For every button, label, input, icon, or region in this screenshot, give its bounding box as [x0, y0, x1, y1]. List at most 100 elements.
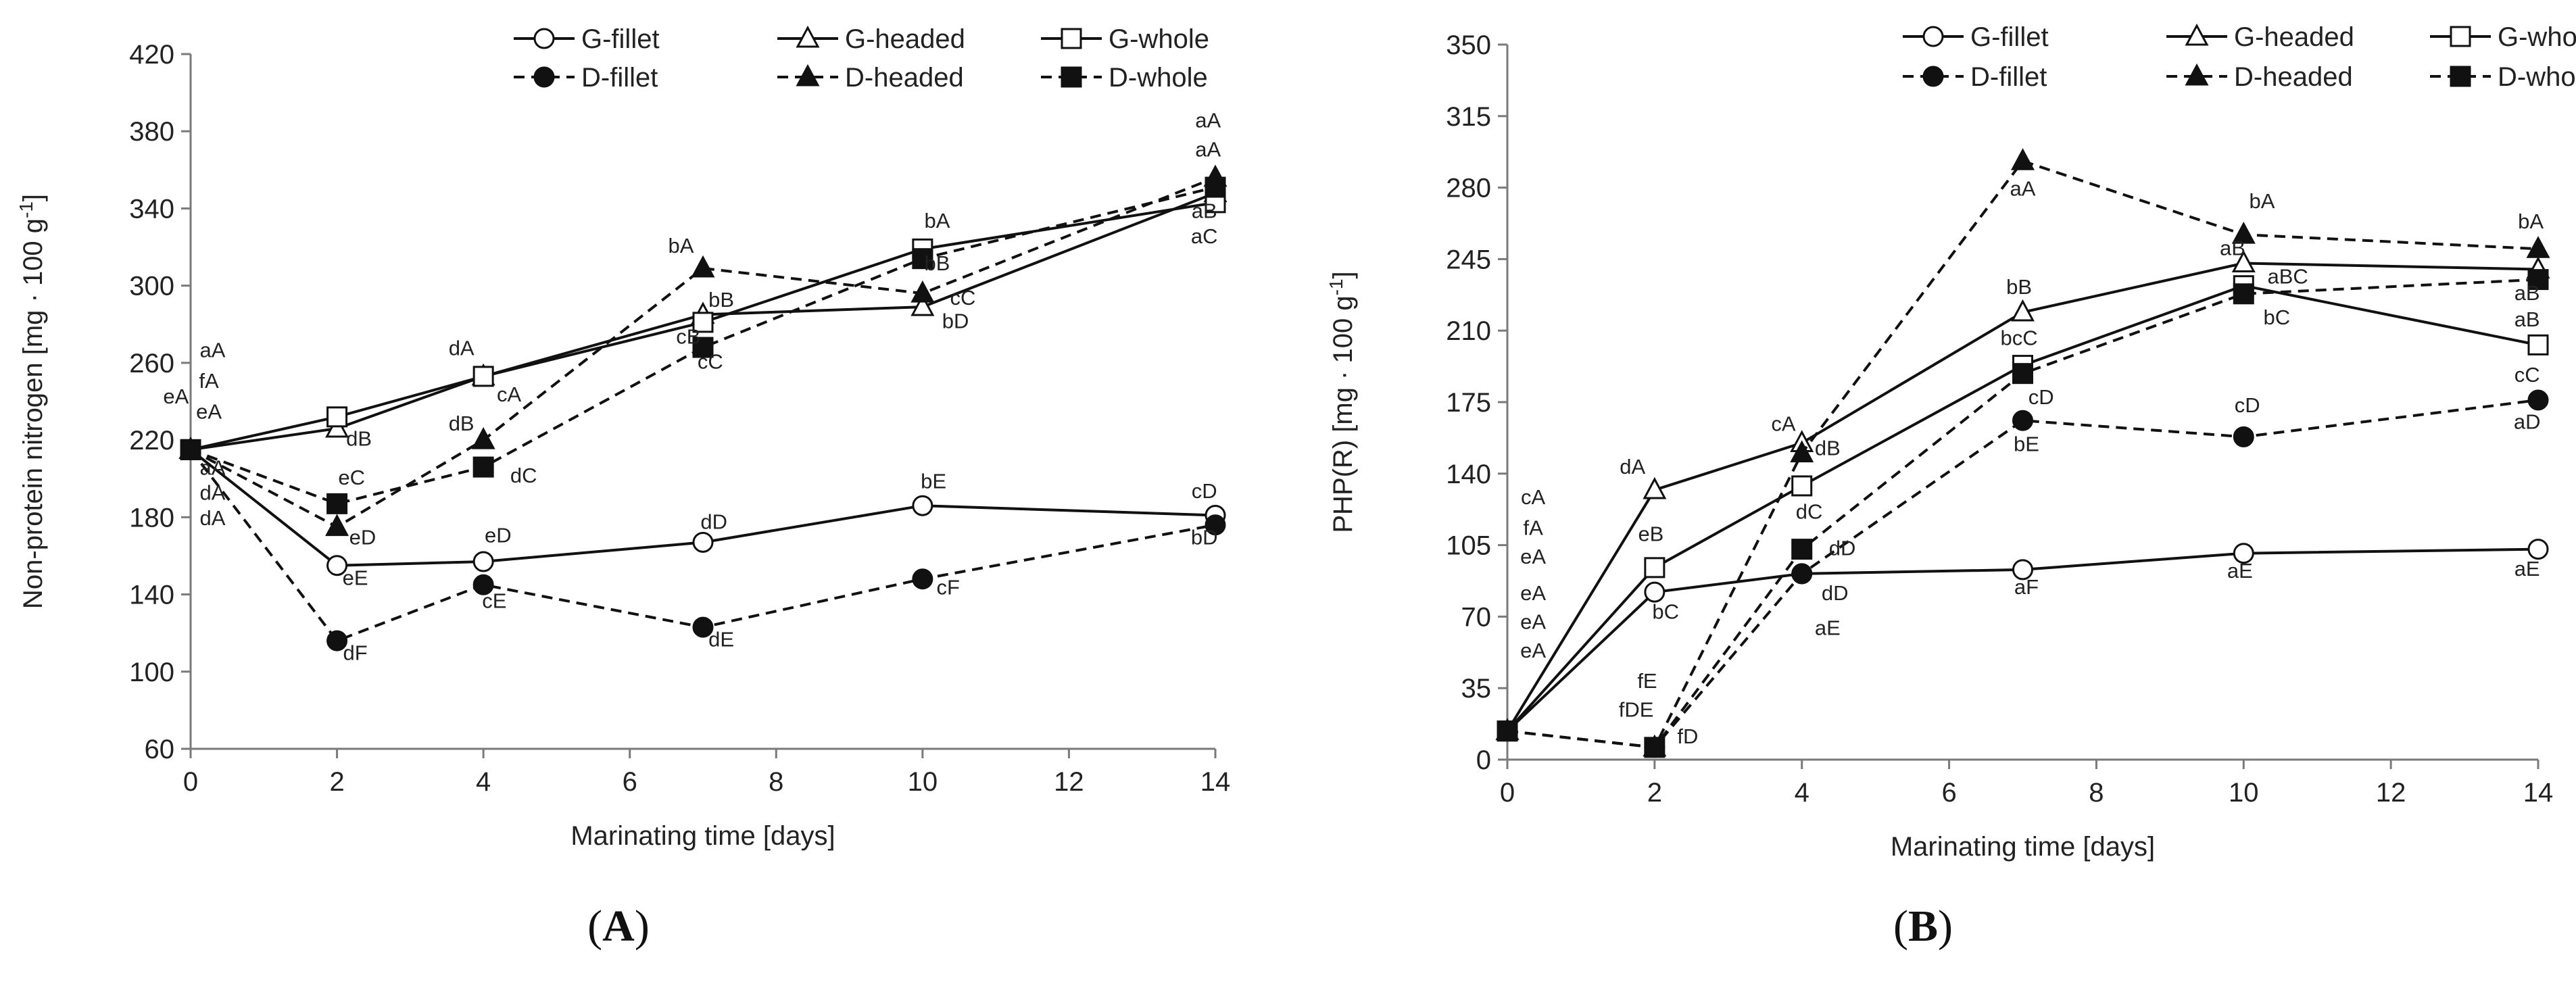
panel-a-x-tick-label: 2 — [329, 767, 344, 797]
panel-a-annotation: eD — [349, 525, 376, 549]
panel-b-series-d-headed-point — [1790, 440, 1814, 463]
panel-a-legend-d-fillet-label: D-fillet — [581, 63, 658, 93]
panel-b-annotation: cA — [1771, 412, 1796, 435]
panel-b-x-tick-label: 6 — [1941, 778, 1956, 808]
panel-a-series-d-fillet-point — [326, 630, 348, 651]
panel-b-legend-d-headed-label: D-headed — [2234, 62, 2353, 92]
panel-a-series-d-fillet-point — [912, 568, 933, 590]
panel-b-y-tick-label: 315 — [1446, 102, 1491, 132]
panel-b-series-g-headed-point — [2010, 299, 2035, 322]
panel-a-legend-g-fillet-swatch-marker — [533, 28, 555, 49]
panel-a-annotation: eC — [338, 466, 365, 489]
panel-a-annotation: cC — [698, 349, 723, 373]
panel-a-legend-d-whole-label: D-whole — [1109, 63, 1208, 93]
panel-b-annotation: eA — [1520, 639, 1546, 662]
panel-a-series-g-fillet-point — [692, 531, 714, 553]
panel-b-series-g-fillet-point — [2233, 543, 2254, 564]
panel-b-series-g-whole-point — [1791, 475, 1813, 497]
panel-b-annotation: eA — [1520, 545, 1546, 568]
panel-a-annotation: dF — [343, 641, 368, 665]
panel-b-x-tick-label: 14 — [2523, 778, 2554, 808]
panel-a-annotation: cE — [482, 589, 506, 613]
panel-a-y-tick-label: 420 — [129, 40, 174, 70]
panel-a-legend-d-whole-swatch-marker — [1061, 66, 1082, 88]
panel-a-annotation: aC — [1191, 224, 1218, 248]
panel-b-legend-d-headed-swatch-marker — [2185, 63, 2209, 86]
panel-b-x-tick-label: 0 — [1500, 778, 1515, 808]
panel-b-annotation: bcC — [2000, 326, 2037, 349]
panel-b-y-tick-label: 0 — [1476, 745, 1491, 775]
panel-b-x-tick-label: 4 — [1795, 778, 1809, 808]
panel-a-series-d-headed-line — [190, 176, 1216, 528]
panel-b-annotation: dD — [1822, 581, 1849, 605]
panel-a-series-g-headed-line — [190, 191, 1216, 451]
panel-b-legend-d-fillet-label: D-fillet — [1970, 62, 2047, 92]
panel-a-series-d-whole-point — [180, 439, 201, 460]
panel-b-series-d-fillet-point — [2012, 410, 2033, 431]
panel-b-legend-g-fillet-label: G-fillet — [1970, 22, 2049, 52]
panel-a-panel-label: (A) — [587, 902, 650, 951]
panel-a-series-g-whole-line — [190, 201, 1216, 451]
panel-b-series-g-whole-point — [1644, 557, 1666, 579]
panel-a-series-d-whole-line — [190, 186, 1216, 506]
panel-a-series-d-headed-point — [471, 426, 495, 449]
panel-a-annotation: eE — [343, 566, 368, 589]
panel-a-annotation: aB — [1192, 199, 1217, 223]
panel-b-annotation: fD — [1677, 724, 1698, 748]
panel-b-annotation: cD — [2235, 393, 2260, 417]
panel-a-annotation: bA — [669, 234, 694, 257]
panel-a-legend-g-headed-swatch-marker — [796, 25, 820, 48]
panel-a-series-g-fillet-point — [912, 495, 933, 516]
panel-a-annotation: dA — [449, 336, 475, 360]
panel-b-legend-g-headed-label: G-headed — [2234, 22, 2354, 52]
panel-a-series-d-fillet-point — [1205, 514, 1226, 536]
panel-b-chart: 0 35 70 105 140 175 210 245 280 315 350 0 2 4 6 8 10 12 14… — [1326, 22, 2576, 951]
panel-b-legend-g-fillet-swatch-marker — [1922, 26, 1944, 47]
panel-a-annotation: dA — [200, 506, 226, 530]
panel-a-annotation: bD — [942, 309, 969, 333]
panel-b-x-axis-title: Marinating time [days] — [1891, 832, 2155, 862]
panel-b-annotation: fE — [1637, 669, 1657, 693]
panel-b-x-tick-label: 2 — [1647, 778, 1662, 808]
panel-a-series-g-headed-point — [910, 293, 935, 316]
panel-b-annotation: eA — [1520, 581, 1546, 605]
panel-b-annotation: dA — [1620, 455, 1645, 478]
panel-b-annotation: bC — [1652, 599, 1679, 623]
panel-a-series-d-headed-point — [691, 255, 715, 278]
panel-a-y-axis-title: Non-protein nitrogen [mg · 100 g-1] — [16, 194, 48, 609]
panel-b-annotation: aD — [2514, 410, 2541, 433]
panel-b-y-tick-label: 350 — [1446, 30, 1491, 60]
panel-b-y-axis-title: PHP(R) [mg · 100 g-1] — [1326, 271, 1358, 533]
panel-a-legend-d-headed-swatch-marker — [796, 64, 820, 87]
panel-a-annotation: bB — [925, 251, 950, 275]
panel-a-x-axis-title: Marinating time [days] — [570, 821, 835, 851]
panel-b-y-tick-label: 70 — [1461, 602, 1492, 632]
panel-a-y-tick-label: 220 — [129, 426, 174, 456]
panel-a-y-tick-label: 340 — [129, 194, 174, 224]
panel-a-x-tick-label: 14 — [1200, 767, 1231, 797]
panel-b-series-d-whole-point — [2527, 269, 2549, 291]
panel-b-annotation: aA — [2010, 177, 2036, 201]
panel-b-annotation: fDE — [1619, 698, 1654, 722]
panel-a-annotation: eA — [196, 400, 222, 424]
panel-a-annotation: aA — [200, 338, 226, 362]
panel-a-annotation: aA — [1195, 109, 1221, 132]
panel-a-annotation: bB — [708, 288, 734, 312]
panel-b-x-tick-label: 10 — [2229, 778, 2259, 808]
panel-a-annotation: eA — [163, 385, 189, 408]
panel-b-series-g-whole-point — [2527, 334, 2549, 355]
panel-a-annotation: dC — [510, 464, 537, 487]
panel-a-x-tick-label: 6 — [623, 767, 637, 797]
panel-a-annotation: bE — [921, 470, 946, 493]
panel-b-annotation: aB — [2220, 236, 2245, 260]
panel-b-series-d-whole-point — [1644, 737, 1666, 758]
panel-b-legend-g-whole-label: G-whole — [2498, 22, 2576, 52]
panel-b-series-g-fillet-point — [1644, 581, 1666, 603]
panel-a-series-d-fillet-point — [472, 574, 494, 595]
panel-b-y-tick-label: 105 — [1446, 531, 1491, 561]
panel-b-annotation: bB — [2006, 275, 2032, 299]
panel-b-annotation: aB — [2514, 308, 2540, 331]
panel-b-series-d-headed-point — [2526, 236, 2550, 258]
panel-b-annotation: bA — [2250, 189, 2275, 213]
panel-b-series-g-headed-line — [1506, 262, 2539, 732]
